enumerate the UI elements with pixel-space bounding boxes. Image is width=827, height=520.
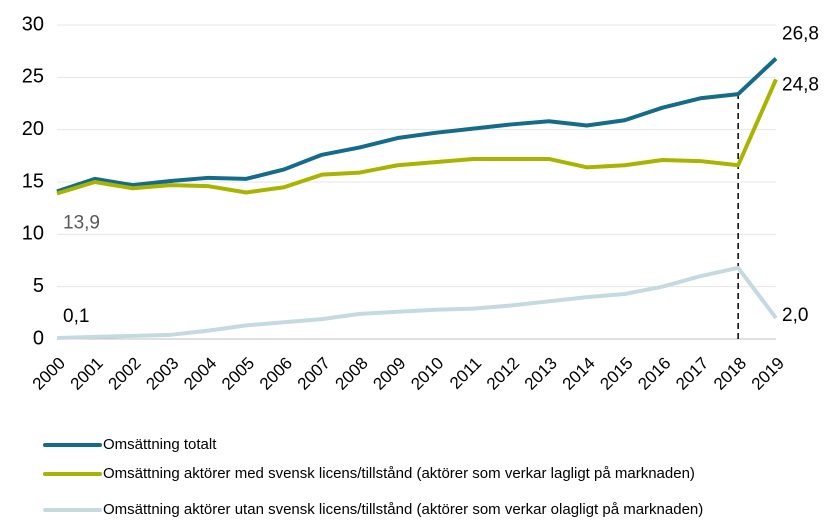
x-tick-label: 2015 (596, 354, 636, 394)
data-label: 24,8 (782, 74, 819, 95)
x-tick-label: 2004 (180, 354, 220, 394)
x-tick-label: 2002 (105, 354, 145, 394)
x-tick-label: 2010 (407, 354, 447, 394)
y-tick-label: 10 (22, 223, 44, 245)
x-tick-label: 2011 (446, 354, 485, 393)
y-tick-label: 0 (33, 327, 44, 349)
x-tick-label: 2018 (710, 354, 750, 394)
x-tick-label: 2014 (559, 354, 599, 394)
data-label: 2,0 (782, 305, 808, 326)
x-tick-label: 2017 (672, 354, 712, 394)
legend-label: Omsättning totalt (103, 436, 217, 453)
data-label: 26,8 (782, 24, 819, 45)
data-label: 0,1 (63, 306, 89, 327)
series-line (56, 265, 778, 340)
x-tick-label: 2013 (521, 354, 561, 394)
series-line (56, 78, 778, 196)
x-tick-label: 2008 (332, 354, 372, 394)
x-tick-label: 2003 (142, 354, 182, 394)
y-tick-label: 15 (22, 170, 44, 192)
legend-label: Omsättning aktörer utan svensk licens/ti… (103, 501, 703, 518)
y-tick-label: 30 (22, 13, 44, 35)
x-tick-label: 2016 (634, 354, 674, 394)
x-tick-label: 2006 (256, 354, 296, 394)
x-tick-label: 2001 (67, 354, 107, 394)
y-tick-label: 5 (33, 275, 44, 297)
x-tick-label: 2005 (218, 354, 258, 394)
series-line (56, 57, 778, 194)
y-tick-label: 20 (22, 118, 44, 140)
x-tick-label: 2019 (748, 354, 788, 394)
x-tick-label: 2009 (369, 354, 409, 394)
y-tick-label: 25 (22, 66, 44, 88)
legend-label: Omsättning aktörer med svensk licens/til… (103, 465, 695, 482)
x-tick-label: 2012 (483, 354, 523, 394)
x-tick-label: 2007 (294, 354, 334, 394)
x-tick-label: 2000 (29, 354, 69, 394)
data-label: 13,9 (63, 213, 100, 234)
